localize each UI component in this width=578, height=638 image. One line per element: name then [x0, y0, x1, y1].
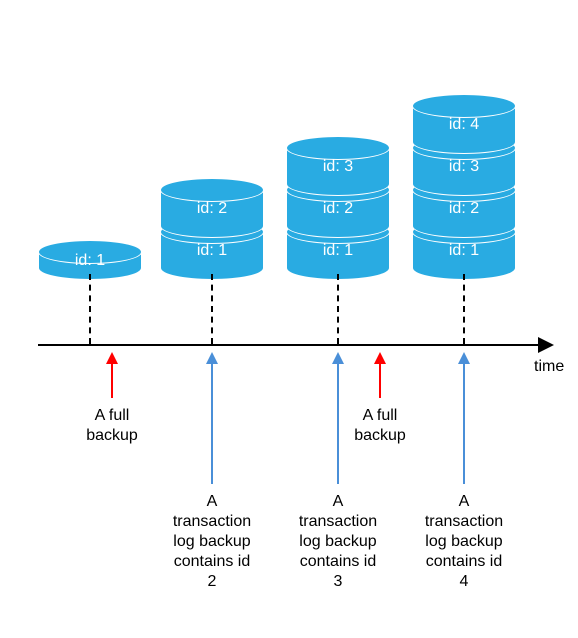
cylinder-label: id: 3: [286, 158, 390, 176]
full-backup-arrow: [379, 364, 381, 398]
full-backup-caption: A fullbackup: [325, 406, 435, 446]
full-backup-arrow-head: [106, 352, 118, 364]
cylinder-label: id: 2: [160, 200, 264, 218]
cylinder-label: id: 4: [412, 116, 516, 134]
db-cylinder: id: 4: [412, 94, 516, 178]
log-backup-arrow: [211, 364, 213, 484]
full-backup-caption: A fullbackup: [57, 406, 167, 446]
timeline-arrowhead: [538, 337, 554, 353]
log-backup-arrow-head: [206, 352, 218, 364]
stack-dash-line: [211, 274, 213, 344]
time-axis-label: time: [534, 358, 564, 376]
diagram-stage: id: 1id: 1id: 2id: 1id: 2id: 3id: 1id: 2…: [0, 0, 578, 638]
cylinder-label: id: 1: [38, 252, 142, 270]
stack-dash-line: [89, 274, 91, 344]
log-backup-arrow: [463, 364, 465, 484]
db-cylinder: id: 2: [160, 178, 264, 262]
log-backup-caption: Atransactionlog backupcontains id2: [157, 492, 267, 592]
full-backup-arrow: [111, 364, 113, 398]
log-backup-arrow-head: [458, 352, 470, 364]
full-backup-arrow-head: [374, 352, 386, 364]
stack-dash-line: [337, 274, 339, 344]
stack-dash-line: [463, 274, 465, 344]
log-backup-caption: Atransactionlog backupcontains id4: [409, 492, 519, 592]
log-backup-arrow-head: [332, 352, 344, 364]
db-cylinder: id: 3: [286, 136, 390, 220]
timeline: [38, 344, 540, 346]
log-backup-caption: Atransactionlog backupcontains id3: [283, 492, 393, 592]
